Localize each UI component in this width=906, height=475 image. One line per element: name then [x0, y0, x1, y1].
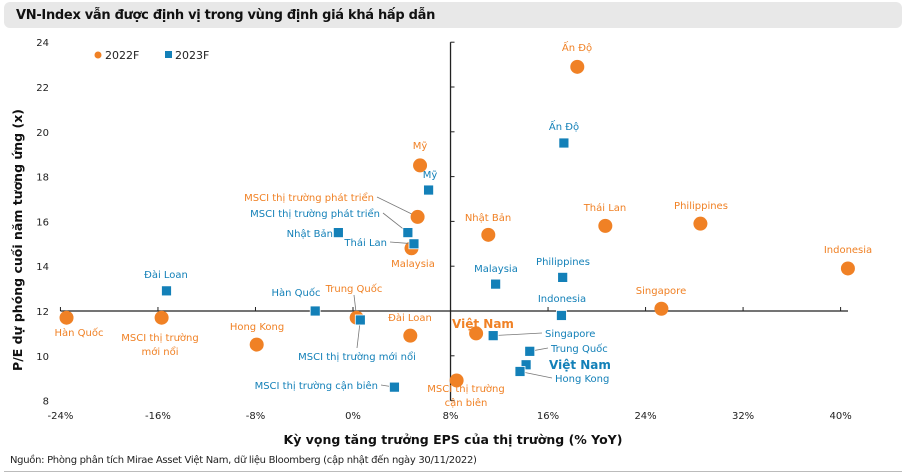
x-tick-label: 32% [732, 411, 754, 422]
legend-label-2022f: 2022F [105, 49, 139, 62]
data-label: Indonesia [538, 294, 586, 305]
y-tick-label: 18 [36, 173, 49, 184]
data-label: Singapore [545, 329, 595, 340]
x-tick-label: -8% [246, 411, 265, 422]
point-2022f-indonesia [840, 261, 855, 276]
point-2022f-hàn-quốc [59, 310, 74, 325]
point-2022f-mỹ [413, 158, 428, 173]
x-tick-label: 16% [537, 411, 559, 422]
point-2022f-hong-kong [249, 337, 264, 352]
y-tick-label: 16 [36, 217, 49, 228]
data-label: Hong Kong [555, 374, 609, 385]
x-tick-label: 8% [443, 411, 459, 422]
point-2022f-thái-lan [598, 218, 613, 233]
data-label: Trung Quốc [325, 283, 383, 295]
point-2023f-hong-kong [514, 366, 526, 377]
point-2023f-indonesia [556, 310, 567, 321]
y-tick-label: 8 [43, 397, 49, 408]
data-label: MSCI thị trường cận biên [427, 383, 504, 409]
x-tick-label: -24% [48, 411, 74, 422]
point-2023f-mỹ [423, 184, 434, 196]
point-2022f-đài-loan [403, 328, 418, 343]
x-axis-title: Kỳ vọng tăng trưởng EPS của thị trường (… [284, 432, 623, 447]
y-tick-label: 20 [36, 128, 49, 139]
data-label: Nhật Bản [287, 228, 333, 240]
data-label: Đài Loan [388, 312, 432, 324]
point-2022f-nhật-bản [481, 227, 496, 242]
data-label: Malaysia [474, 264, 518, 275]
data-label: Hàn Quốc [272, 287, 321, 299]
data-label: Philippines [674, 201, 728, 212]
x-tick-label: -16% [145, 411, 171, 422]
point-2023f-msci-thị-trường-phát-triển [402, 227, 414, 239]
leader-line [493, 332, 543, 337]
data-label: Trung Quốc [550, 343, 608, 355]
data-label: Hàn Quốc [55, 327, 104, 339]
point-2022f-singapore [654, 301, 669, 316]
y-tick-label: 24 [36, 38, 49, 49]
point-2022f-ấn-độ [570, 59, 585, 74]
data-label: Thái Lan [583, 202, 627, 214]
point-2023f-malaysia [490, 278, 502, 290]
point-2022f-msci-thị-trường-mới-nổi [154, 310, 169, 325]
data-label: Ấn Độ [549, 119, 579, 133]
data-label: Philippines [536, 257, 590, 268]
data-label: MSCI thị trường phát triển [244, 191, 374, 204]
x-tick-label: 24% [634, 411, 656, 422]
point-2023f-ấn-độ [558, 137, 570, 149]
data-label: Mỹ [423, 170, 438, 181]
data-label: MSCI thị trường mới nổi [121, 332, 198, 358]
data-label: Thái Lan [343, 237, 387, 249]
point-2023f-đài-loan [161, 285, 172, 297]
data-label: Việt Nam [452, 317, 514, 331]
footer-divider [4, 471, 902, 472]
data-label: Việt Nam [549, 358, 611, 372]
data-label: Singapore [636, 286, 686, 297]
point-2023f-việt-nam [520, 359, 532, 371]
y-tick-label: 10 [36, 352, 49, 363]
data-label: Đài Loan [144, 269, 188, 281]
data-label: Nhật Bản [465, 212, 511, 224]
point-2023f-singapore [487, 330, 499, 342]
y-tick-label: 14 [36, 262, 49, 273]
legend-label-2023f: 2023F [175, 49, 209, 62]
data-label: MSCI thị trường phát triển [250, 207, 380, 220]
point-2023f-hàn-quốc [309, 305, 321, 317]
legend-marker-2022f [94, 51, 102, 59]
data-label: Ấn Độ [562, 40, 592, 54]
point-2023f-nhật-bản [332, 227, 344, 239]
point-2023f-philippines [557, 271, 569, 283]
leader-line [376, 196, 418, 218]
legend-marker-2023f [165, 51, 172, 58]
point-2023f-msci-thị-trường-mới-nổi [354, 314, 366, 326]
point-2022f-msci-thị-trường-cận-biên [449, 373, 464, 388]
chart-title: VN-Index vẫn được định vị trong vùng địn… [16, 8, 436, 23]
point-2022f-việt-nam [469, 326, 484, 341]
y-tick-label: 12 [36, 307, 49, 318]
x-tick-label: 40% [829, 411, 851, 422]
data-label: MSCI thị trường cận biên [255, 380, 378, 392]
y-axis-title: P/E dự phóng cuối năm tương ứng (x) [10, 109, 25, 371]
point-2023f-trung-quốc [524, 345, 536, 357]
title-bar: VN-Index vẫn được định vị trong vùng địn… [4, 2, 902, 28]
data-label: MSCI thị trường mới nổi [298, 350, 416, 363]
data-label: Malaysia [391, 259, 435, 270]
point-2023f-msci-thị-trường-cận-biên [389, 381, 400, 393]
x-tick-label: 0% [345, 411, 361, 422]
data-label: Mỹ [413, 141, 428, 152]
source-note: Nguồn: Phòng phân tích Mirae Asset Việt … [10, 455, 477, 466]
y-tick-label: 22 [36, 83, 49, 94]
point-2023f-thái-lan [408, 238, 420, 250]
point-2022f-philippines [693, 216, 708, 231]
data-label: Hong Kong [230, 322, 284, 333]
data-label: Indonesia [824, 245, 872, 256]
point-2022f-msci-thị-trường-phát-triển [410, 209, 425, 224]
